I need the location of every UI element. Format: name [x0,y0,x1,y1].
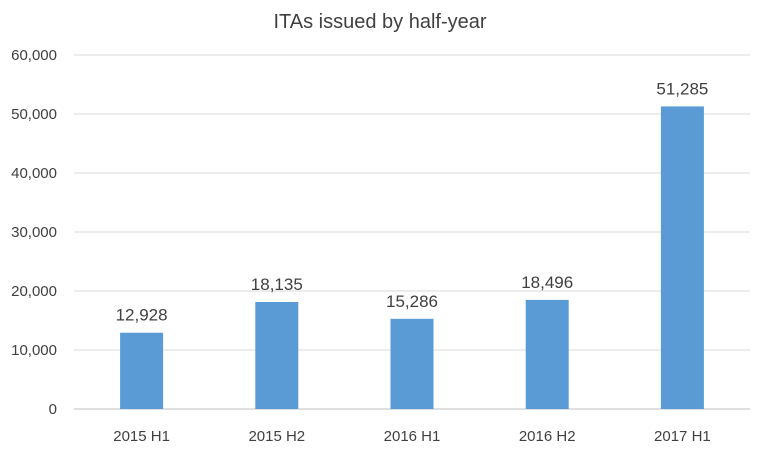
x-tick-label: 2017 H1 [654,428,711,445]
y-tick-label: 40,000 [11,165,57,182]
data-label: 18,496 [521,273,573,292]
chart-title: ITAs issued by half-year [273,11,486,33]
data-label: 18,135 [251,275,303,294]
bar [660,106,704,409]
x-tick-label: 2016 H1 [384,428,441,445]
gridlines [74,54,750,410]
y-tick-label: 0 [49,401,57,418]
y-tick-label: 10,000 [11,342,57,359]
bar [255,302,299,409]
y-axis: 0 10,000 20,000 30,000 40,000 50,000 60,000 [11,47,57,418]
bar [390,318,434,409]
y-tick-label: 50,000 [11,106,57,123]
y-tick-label: 20,000 [11,283,57,300]
y-tick-label: 60,000 [11,47,57,64]
x-tick-label: 2016 H2 [519,428,576,445]
x-tick-label: 2015 H1 [113,428,170,445]
bars [120,106,704,409]
x-tick-label: 2015 H2 [248,428,305,445]
data-label: 12,928 [116,306,168,325]
data-label: 15,286 [386,292,438,311]
x-axis: 2015 H1 2015 H2 2016 H1 2016 H2 2017 H1 [113,428,711,445]
data-label: 51,285 [656,79,708,98]
bar [525,299,569,409]
data-labels: 12,928 18,135 15,286 18,496 51,285 [116,79,709,324]
bar [120,332,164,409]
y-tick-label: 30,000 [11,224,57,241]
